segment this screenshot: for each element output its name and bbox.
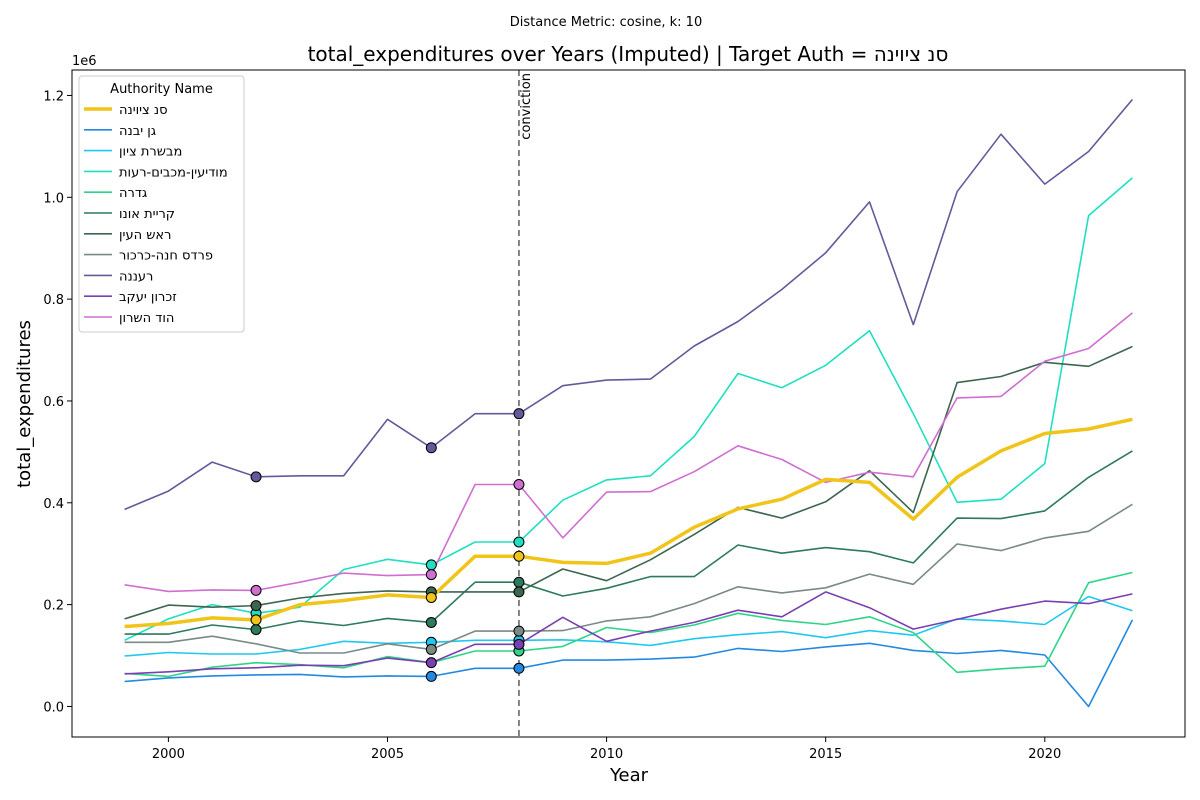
series-line: [124, 417, 1133, 629]
imputed-marker: [425, 670, 437, 682]
series-line: [124, 503, 1133, 654]
series-line: [124, 619, 1134, 708]
imputed-marker: [425, 442, 437, 454]
imputed-marker: [513, 408, 525, 420]
imputed-marker: [513, 478, 525, 490]
y-tick-label: 0.8: [43, 293, 64, 308]
series-line: [124, 595, 1133, 657]
x-tick-label: 2020: [1028, 747, 1061, 762]
x-axis-label: Year: [609, 765, 649, 786]
legend-entry: גדרה: [119, 186, 147, 201]
legend-entry: רעננה: [119, 269, 153, 284]
x-tick-label: 2000: [152, 747, 185, 762]
series-line: [124, 98, 1134, 511]
y-tick-label: 1.2: [43, 89, 64, 104]
imputed-marker: [513, 638, 525, 650]
y-tick-label: 0.2: [43, 599, 64, 614]
series-line: [124, 591, 1133, 675]
legend: Authority Name סנ ציוינה גן יבנה מבשרת ציון…: [78, 75, 245, 333]
imputed-marker: [425, 643, 437, 655]
legend-title: Authority Name: [110, 82, 213, 97]
figure-suptitle: Distance Metric: cosine, k: 10: [510, 15, 702, 30]
legend-entry: קריית אונו: [119, 207, 175, 222]
y-tick-label: 0.0: [43, 700, 64, 715]
legend-entry: זכרון יעקב: [119, 290, 177, 305]
series-line: [124, 312, 1133, 593]
legend-entry: גן יבנה: [119, 124, 156, 139]
legend-entry: הוד השרון: [119, 311, 174, 326]
legend-entry: ראש העין: [119, 228, 171, 243]
legend-entry: סנ ציוינה: [119, 103, 168, 118]
legend-entry: מודיעין-מכבים-רעות: [119, 165, 228, 180]
series-line: [124, 450, 1133, 635]
imputed-marker: [513, 586, 525, 598]
x-tick-label: 2005: [371, 747, 404, 762]
y-axis-label: total_expenditures: [14, 320, 35, 488]
imputed-marker: [425, 559, 437, 571]
imputed-marker: [425, 591, 437, 603]
imputed-marker: [513, 662, 525, 674]
imputed-marker: [250, 624, 262, 636]
y-tick-label: 0.6: [43, 395, 64, 410]
legend-frame: [78, 75, 245, 333]
imputed-marker: [250, 584, 262, 596]
legend-entry: מבשרת ציון: [119, 145, 182, 160]
y-tick-label: 1.0: [43, 191, 64, 206]
imputed-marker: [425, 569, 437, 581]
imputed-marker: [250, 614, 262, 626]
imputed-marker: [425, 657, 437, 669]
axes-frame: [71, 69, 1186, 738]
series-line: [124, 571, 1133, 678]
legend-entry: פרדס חנה-כרכור: [119, 249, 213, 264]
imputed-marker: [250, 471, 262, 483]
chart-title: total_expenditures over Years (Imputed) …: [308, 42, 949, 66]
imputed-marker: [425, 616, 437, 628]
y-tick-label: 0.4: [43, 497, 64, 512]
imputed-marker: [513, 550, 525, 562]
imputed-marker: [250, 600, 262, 612]
x-tick-label: 2010: [590, 747, 623, 762]
series-line: [124, 345, 1133, 620]
x-tick-label: 2015: [809, 747, 842, 762]
imputed-marker: [513, 536, 525, 548]
y-offset-label: 1e6: [72, 54, 97, 69]
plot-area: 2000 2005 2010 2015 2020 0.0 0.2 0.4 0.6 0.8 1.0 1.…: [43, 69, 1186, 762]
imputed-marker: [513, 576, 525, 588]
imputed-marker: [513, 625, 525, 637]
conviction-label: conviction: [519, 73, 534, 140]
